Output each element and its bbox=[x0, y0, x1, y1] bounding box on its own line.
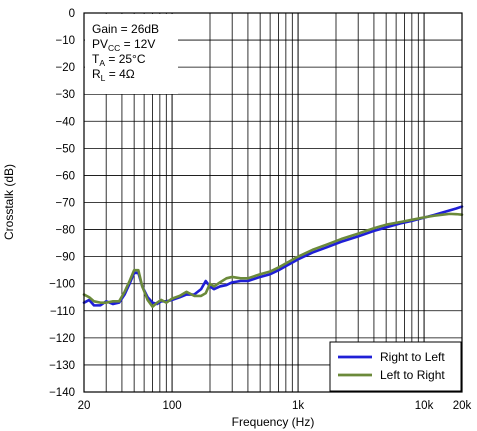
annotation-text: R bbox=[92, 67, 101, 81]
x-tick-label: 1k bbox=[292, 400, 304, 412]
y-tick-label: −100 bbox=[49, 279, 75, 291]
y-tick-label: −90 bbox=[55, 252, 75, 264]
y-tick-label: −120 bbox=[49, 333, 75, 345]
y-tick-label: −20 bbox=[55, 62, 75, 74]
y-tick-label: −110 bbox=[50, 306, 75, 318]
annotation-line: TA = 25°C bbox=[92, 52, 146, 68]
annotation-text: T bbox=[92, 52, 100, 66]
x-axis-title: Frequency (Hz) bbox=[232, 415, 315, 429]
y-tick-label: −60 bbox=[55, 170, 75, 182]
x-tick-label: 20k bbox=[453, 400, 472, 412]
x-tick-label: 100 bbox=[162, 400, 181, 412]
grid bbox=[84, 13, 462, 392]
annotation-line: Gain = 26dB bbox=[92, 22, 159, 36]
tick-labels: 0 −10 −20 −30 −40 −50 −60 −70 −80 −90 −100 −110 −120… bbox=[49, 8, 471, 412]
series-lines bbox=[82, 205, 464, 309]
annotation-line: PVCC = 12V bbox=[92, 37, 155, 53]
legend-label: Left to Right bbox=[380, 368, 445, 382]
y-tick-label: −30 bbox=[55, 89, 75, 101]
legend-box bbox=[329, 341, 462, 392]
annotation-subscript: CC bbox=[108, 43, 120, 53]
annotation-subscript: L bbox=[101, 73, 106, 83]
annotation-subscript: A bbox=[99, 58, 105, 68]
annotation-line: RL = 4Ω bbox=[92, 67, 135, 83]
x-tick-label: 10k bbox=[415, 400, 434, 412]
annotation-text: PV bbox=[92, 37, 108, 51]
annotation-text: = 25°C bbox=[105, 52, 146, 66]
y-tick-label: −140 bbox=[49, 387, 75, 399]
y-tick-label: −10 bbox=[55, 35, 75, 47]
annotation-background bbox=[85, 14, 178, 94]
y-tick-label: −50 bbox=[55, 143, 75, 155]
y-tick-label: −130 bbox=[49, 360, 75, 372]
x-tick-label: 20 bbox=[78, 400, 91, 412]
y-axis-title: Crosstalk (dB) bbox=[2, 164, 16, 240]
annotation-text: = 4Ω bbox=[105, 67, 134, 81]
y-tick-label: −80 bbox=[55, 225, 75, 237]
annotation-text: Gain = 26dB bbox=[92, 22, 159, 36]
legend: Right to Left Left to Right bbox=[329, 341, 462, 392]
legend-label: Right to Left bbox=[380, 350, 445, 364]
y-tick-label: −70 bbox=[55, 198, 75, 210]
y-tick-label: −40 bbox=[55, 116, 75, 128]
y-tick-label: 0 bbox=[69, 8, 75, 20]
plot-frame bbox=[83, 12, 463, 393]
series-line-left-to-right bbox=[82, 212, 464, 309]
annotation-text: = 12V bbox=[120, 37, 155, 51]
